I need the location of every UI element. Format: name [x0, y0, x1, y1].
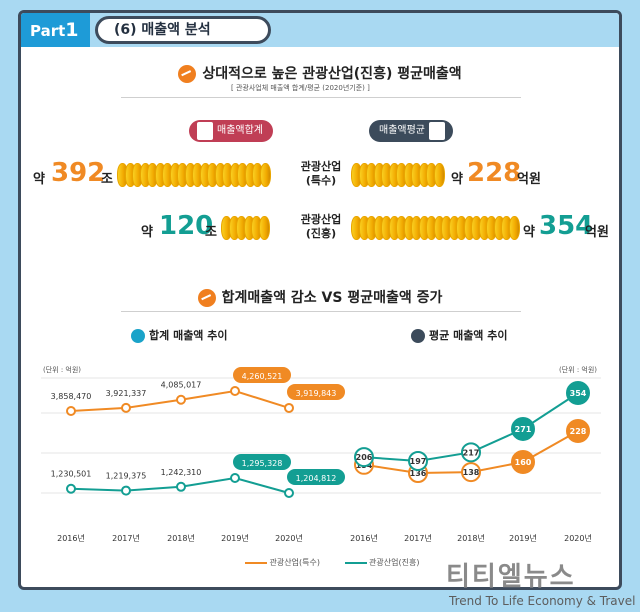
data-label: 138 [463, 468, 480, 477]
data-label: 136 [410, 469, 427, 478]
unit: 조 [101, 172, 113, 187]
data-point [461, 442, 481, 463]
data-label: 228 [570, 427, 587, 436]
divider [121, 97, 521, 98]
prefix: 약 [523, 225, 535, 240]
data-label: 1,204,812 [296, 474, 337, 483]
unit: 조 [205, 225, 217, 240]
coin [258, 216, 270, 240]
chart-icon [197, 289, 216, 307]
legend-label-promo: 관광산업(진흥) [369, 558, 420, 567]
x-tick-label: 2016년 [57, 533, 85, 543]
coin [259, 163, 271, 187]
right-chart-title: 평균 매출액 추이 [411, 327, 508, 343]
x-tick-label: 2020년 [275, 533, 303, 543]
data-label: 217 [463, 448, 480, 457]
x-tick-label: 2020년 [564, 533, 592, 543]
x-tick-label: 2019년 [509, 533, 537, 543]
legend-label-special: 관광산업(특수) [269, 558, 320, 567]
data-label: 4,260,521 [242, 372, 283, 381]
title-2: 합계매출액 감소 VS 평균매출액 증가 [21, 287, 619, 307]
data-label: 3,858,470 [51, 392, 92, 401]
data-point [511, 450, 535, 475]
data-point [354, 447, 374, 468]
avg-label: 매출액평균 [369, 120, 453, 142]
label-pill [233, 367, 291, 383]
x-tick-label: 2018년 [167, 533, 195, 543]
sum-value-promo: 120 [159, 211, 214, 241]
data-point [284, 402, 294, 413]
unit-left: (단위 : 억원) [43, 366, 82, 374]
prefix: 약 [141, 225, 153, 240]
data-point [461, 462, 481, 483]
calculator-icon [429, 122, 445, 140]
prefix: 약 [33, 172, 45, 187]
sum-value-special: 392 [51, 158, 106, 188]
part-badge: Part1 [21, 13, 90, 47]
data-label: 1,230,501 [51, 470, 92, 479]
data-point [176, 394, 186, 405]
prefix: 약 [451, 172, 463, 187]
title-1: 상대적으로 높은 관광산업(진흥) 평균매출액 [21, 63, 619, 83]
x-tick-label: 2019년 [221, 533, 249, 543]
data-point [176, 481, 186, 492]
data-label: 160 [515, 458, 532, 467]
infographic-frame: Part1 (6) 매출액 분석 상대적으로 높은 관광산업(진흥) 평균매출액… [18, 10, 622, 590]
data-point [511, 416, 535, 441]
line-charts: 3,858,470 3,921,337 4,085,017 4,260,521 3,91… [41, 367, 601, 543]
data-point [66, 406, 76, 416]
unit: 억원 [585, 225, 609, 240]
mountain-icon [411, 329, 425, 343]
calculator-icon [197, 122, 213, 140]
section-title: (6) 매출액 분석 [95, 16, 271, 44]
unit-right: (단위 : 억원) [559, 366, 598, 374]
x-tick-label: 2017년 [404, 533, 432, 543]
title-1-sub: [ 관광사업체 매출액 합계/평균 (2020년기준) ] [231, 84, 370, 92]
data-point [230, 386, 240, 396]
watermark-english: Trend To Life Economy & Travel [449, 594, 636, 608]
data-point [408, 451, 428, 471]
data-point [121, 485, 131, 496]
legend-line-promo [344, 561, 367, 564]
label-pill [287, 469, 345, 485]
chart-icon [178, 65, 197, 83]
unit: 억원 [517, 172, 541, 187]
watermark-korean: 티티엘뉴스 [446, 562, 576, 592]
data-point [66, 483, 76, 494]
row-name-special: 관광산업 (특수) [300, 160, 342, 187]
data-label: 3,921,337 [106, 389, 147, 398]
data-point [284, 488, 294, 498]
data-label: 197 [410, 457, 427, 466]
legend: 관광산업(특수) 관광산업(진흥) [245, 557, 419, 568]
coin [433, 163, 445, 187]
data-label: 1,295,328 [242, 459, 283, 468]
divider [121, 311, 521, 312]
left-chart-title: 합계 매출액 추이 [131, 327, 228, 343]
data-label: 271 [515, 425, 532, 434]
x-tick-label: 2018년 [457, 533, 485, 543]
row-name-promo: 관광산업 (진흥) [300, 213, 342, 240]
label-pill [287, 383, 345, 400]
data-label: 4,085,017 [161, 381, 202, 390]
legend-line-special [245, 561, 267, 564]
avg-value-special: 228 [467, 158, 522, 188]
data-point [566, 381, 590, 405]
avg-value-promo: 354 [539, 211, 594, 241]
data-label: 1,219,375 [106, 472, 147, 481]
x-tick-label: 2016년 [350, 533, 378, 543]
data-label: 1,242,310 [161, 468, 202, 477]
data-point [121, 402, 131, 413]
data-label: 354 [570, 389, 587, 398]
data-label: 3,919,843 [296, 389, 337, 398]
data-point [566, 419, 590, 443]
globe-icon [131, 329, 145, 343]
label-pill [233, 454, 291, 470]
coin [508, 216, 520, 240]
sum-label: 매출액합계 [189, 120, 273, 142]
data-label: 206 [356, 453, 373, 462]
data-point [230, 473, 240, 483]
x-tick-label: 2017년 [112, 533, 140, 543]
